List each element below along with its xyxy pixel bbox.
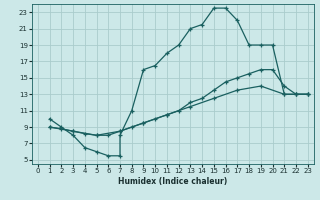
X-axis label: Humidex (Indice chaleur): Humidex (Indice chaleur) (118, 177, 228, 186)
